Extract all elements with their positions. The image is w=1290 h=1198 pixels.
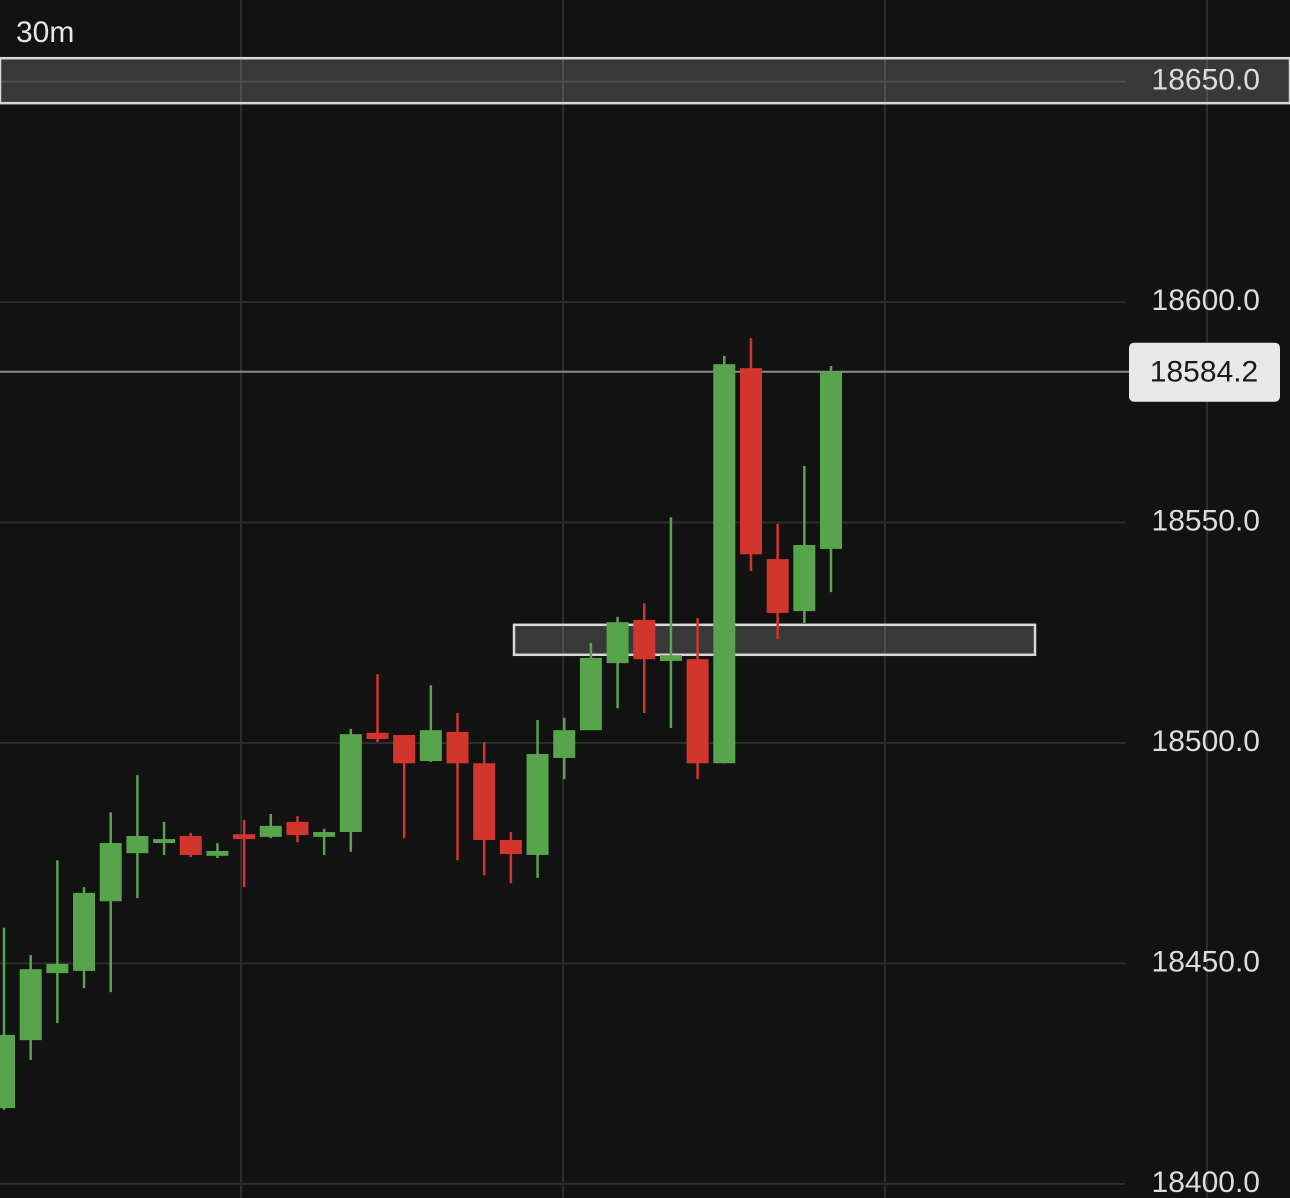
candle-body bbox=[393, 735, 416, 764]
candle-body bbox=[419, 730, 442, 762]
candle-body bbox=[366, 732, 389, 739]
candle-body bbox=[526, 753, 549, 855]
y-tick-label: 18400.0 bbox=[1152, 1166, 1260, 1198]
zone bbox=[512, 623, 1037, 657]
candle-body bbox=[793, 544, 816, 612]
candle-body bbox=[766, 559, 789, 613]
candle-body bbox=[686, 659, 709, 764]
y-tick-label: 18450.0 bbox=[1152, 945, 1260, 978]
candle-body bbox=[19, 969, 42, 1041]
candle-body bbox=[633, 619, 656, 660]
candle-body bbox=[713, 364, 736, 764]
candle-body bbox=[126, 835, 149, 854]
candle-body bbox=[739, 368, 762, 555]
y-tick-label: 18500.0 bbox=[1152, 725, 1260, 758]
candle-body bbox=[286, 821, 309, 836]
candle-body bbox=[233, 834, 256, 840]
candle-body bbox=[153, 839, 176, 844]
candle-body bbox=[820, 371, 842, 549]
y-tick-label: 18650.0 bbox=[1152, 63, 1260, 96]
candle-body bbox=[659, 655, 682, 661]
candle-body bbox=[446, 731, 469, 764]
zone bbox=[0, 56, 1290, 105]
candle-body bbox=[473, 763, 496, 840]
y-tick-label: 18600.0 bbox=[1152, 284, 1260, 317]
candle-body bbox=[99, 843, 122, 902]
candle-body bbox=[313, 832, 336, 837]
candle-body bbox=[339, 734, 362, 833]
candle-body bbox=[499, 839, 522, 855]
candle-body bbox=[0, 1034, 15, 1109]
candle-body bbox=[179, 835, 202, 855]
timeframe-label: 30m bbox=[16, 16, 74, 49]
candle-body bbox=[206, 850, 229, 856]
last-price-label: 18584.2 bbox=[1150, 356, 1258, 389]
candle-body bbox=[553, 730, 576, 758]
y-tick-label: 18550.0 bbox=[1152, 504, 1260, 537]
candle-body bbox=[46, 963, 69, 974]
last-price-box bbox=[1129, 342, 1280, 402]
candle-body bbox=[259, 825, 282, 837]
vertical-grid bbox=[240, 0, 1208, 1198]
candle-body bbox=[606, 622, 629, 664]
candle-body bbox=[73, 892, 96, 971]
candle-body bbox=[579, 657, 602, 731]
